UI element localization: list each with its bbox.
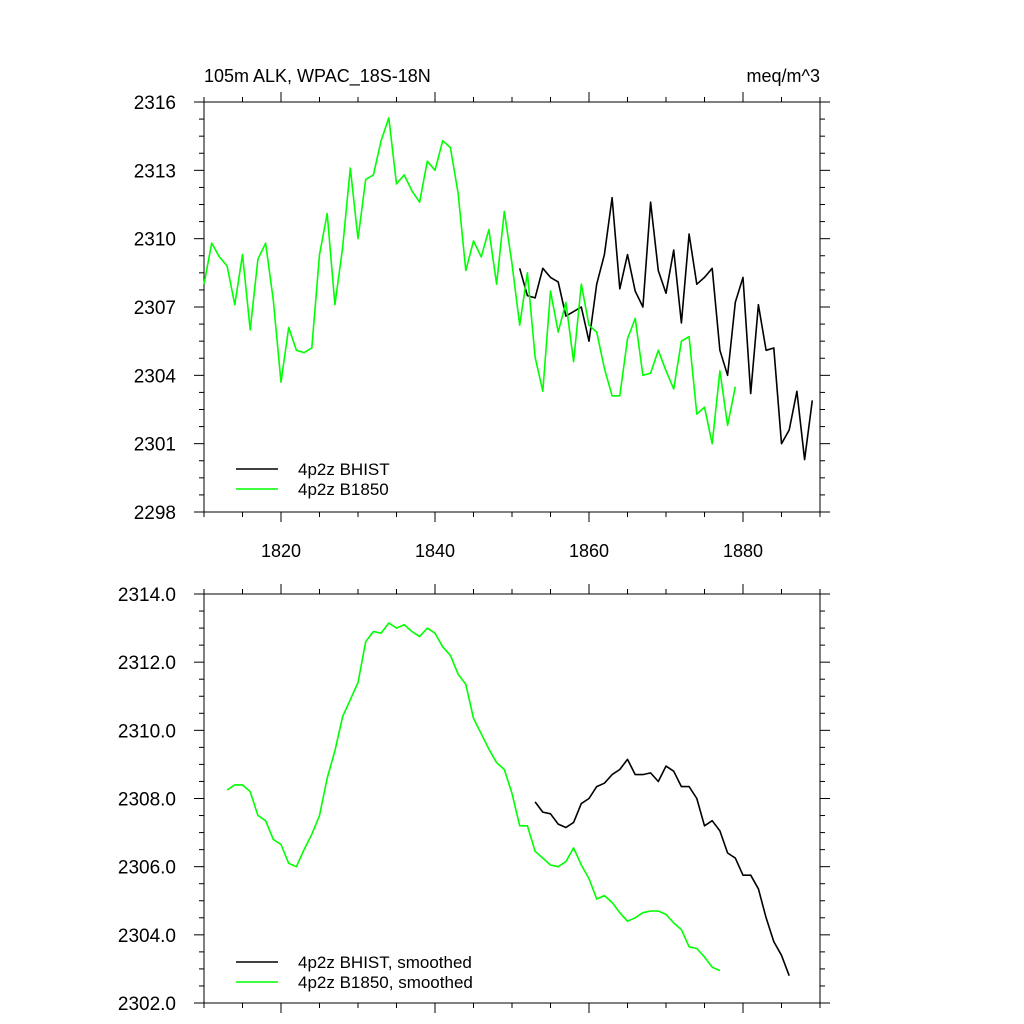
top-panel: 1820 1840 1860 1880 2298 2301 2304 2307 2310 2313… xyxy=(134,92,830,561)
legend-label: 4p2z B1850, smoothed xyxy=(298,973,473,992)
y-tick-label: 2316 xyxy=(134,93,176,114)
series-line xyxy=(518,196,814,461)
x-tick-label: 1880 xyxy=(723,541,763,561)
series-line xyxy=(203,117,737,445)
y-tick-label: 2306.0 xyxy=(118,858,176,879)
x-tick-label: 1840 xyxy=(415,541,455,561)
y-tick-label: 2304.0 xyxy=(118,926,176,947)
bottom-panel: 2302.0 2304.0 2306.0 2308.0 2310.0 2312.0 2314… xyxy=(118,584,830,1015)
legend-label: 4p2z B1850 xyxy=(298,480,389,499)
y-tick-label: 2308.0 xyxy=(118,790,176,811)
y-tick-label: 2312.0 xyxy=(118,653,176,674)
series-line xyxy=(226,622,721,972)
top-title-left: 105m ALK, WPAC_18S-18N xyxy=(204,66,431,87)
y-tick-label: 2310 xyxy=(134,230,176,251)
y-tick-label: 2302.0 xyxy=(118,994,176,1015)
series-line xyxy=(534,758,790,976)
y-tick-label: 2313 xyxy=(134,161,176,182)
y-tick-label: 2298 xyxy=(134,503,176,524)
x-tick-label: 1820 xyxy=(261,541,301,561)
y-tick-label: 2314.0 xyxy=(118,585,176,606)
y-tick-label: 2304 xyxy=(134,366,177,387)
y-tick-label: 2301 xyxy=(134,435,176,456)
top-title-right: meq/m^3 xyxy=(747,66,820,86)
y-tick-label: 2310.0 xyxy=(118,721,176,742)
legend-label: 4p2z BHIST, smoothed xyxy=(298,953,472,972)
x-tick-label: 1860 xyxy=(569,541,609,561)
y-tick-label: 2307 xyxy=(134,298,176,319)
legend-label: 4p2z BHIST xyxy=(298,460,390,479)
